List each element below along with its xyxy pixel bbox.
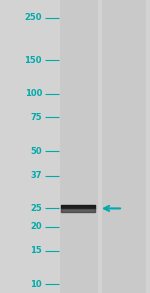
Text: 100: 100	[25, 89, 42, 98]
Text: 250: 250	[24, 13, 42, 22]
Text: 50: 50	[30, 146, 42, 156]
Text: 37: 37	[30, 171, 42, 180]
Text: 75: 75	[30, 113, 42, 122]
Text: 25: 25	[30, 204, 42, 213]
Bar	[102, 0, 146, 293]
Text: 20: 20	[30, 222, 42, 231]
Bar	[60, 0, 98, 293]
Text: 150: 150	[24, 56, 42, 64]
Text: 10: 10	[30, 280, 42, 289]
Text: 15: 15	[30, 246, 42, 255]
